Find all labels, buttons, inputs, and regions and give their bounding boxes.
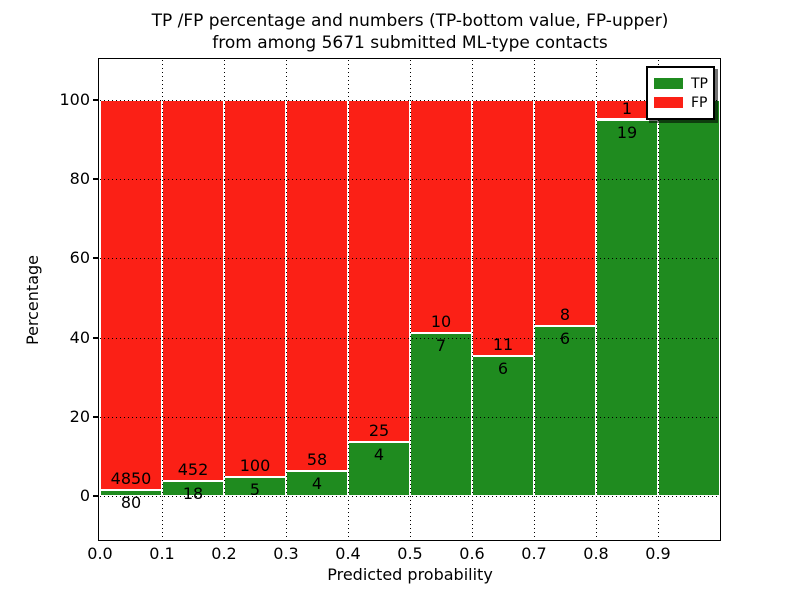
legend-label-tp: TP [691, 75, 708, 92]
fp-swatch-icon [654, 97, 683, 108]
tp-count-label: 4 [311, 473, 323, 493]
x-tick-label: 0.2 [211, 544, 237, 563]
y-tick-mark [93, 98, 99, 101]
legend: TP FP [646, 66, 715, 120]
v-gridline [472, 60, 473, 540]
x-tick-label: 0.4 [335, 544, 361, 563]
bar-segment-tp [658, 99, 720, 497]
chart-title: TP /FP percentage and numbers (TP-bottom… [100, 10, 720, 54]
y-tick-mark [93, 257, 99, 260]
v-gridline [534, 60, 535, 540]
bar-segment-fp [348, 99, 410, 442]
bar-segment-fp [162, 99, 224, 482]
legend-label-fp: FP [691, 94, 708, 111]
fp-count-label: 10 [430, 312, 452, 332]
x-tick-label: 0.7 [521, 544, 547, 563]
y-tick-mark [93, 495, 99, 498]
v-gridline [658, 60, 659, 540]
fp-count-label: 11 [492, 335, 514, 355]
bar-segment-fp [100, 99, 162, 490]
legend-row-fp: FP [654, 94, 708, 111]
x-tick-label: 0.5 [397, 544, 423, 563]
v-gridline [286, 60, 287, 540]
x-tick-label: 0.0 [87, 544, 113, 563]
tp-count-label: 18 [182, 484, 204, 504]
x-tick-label: 0.3 [273, 544, 299, 563]
x-axis-label: Predicted probability [327, 565, 493, 584]
y-tick-label: 80 [69, 169, 90, 188]
tp-count-label: 5 [249, 480, 261, 500]
v-gridline [596, 60, 597, 540]
bar-segment-fp [286, 99, 348, 471]
bar-segment-tp [472, 356, 534, 497]
x-tick-label: 0.9 [645, 544, 671, 563]
tp-count-label: 6 [497, 359, 509, 379]
fp-count-label: 25 [368, 420, 390, 440]
v-gridline [410, 60, 411, 540]
tp-count-label: 4 [373, 444, 385, 464]
fp-count-label: 452 [177, 460, 209, 480]
bar-segment-tp [596, 119, 658, 497]
x-tick-label: 0.8 [583, 544, 609, 563]
tp-count-label: 80 [120, 492, 142, 512]
tp-swatch-icon [654, 78, 683, 89]
fp-count-label: 58 [306, 449, 328, 469]
y-tick-label: 40 [69, 327, 90, 347]
fp-count-label: 100 [239, 456, 271, 476]
bar-segment-fp [534, 99, 596, 327]
fp-count-label: 4850 [110, 468, 152, 488]
bar-segment-tp [410, 333, 472, 497]
chart-title-line2: from among 5671 submitted ML-type contac… [212, 33, 608, 53]
v-gridline [348, 60, 349, 540]
y-tick-mark [93, 416, 99, 419]
x-tick-label: 0.1 [149, 544, 175, 563]
v-gridline [162, 60, 163, 540]
tp-count-label: 7 [435, 336, 447, 356]
fp-count-label: 8 [559, 305, 571, 325]
x-tick-label: 0.6 [459, 544, 485, 563]
y-tick-mark [93, 336, 99, 339]
y-tick-label: 60 [69, 248, 90, 268]
chart-title-line1: TP /FP percentage and numbers (TP-bottom… [151, 11, 669, 31]
y-tick-label: 100 [59, 89, 90, 109]
tp-count-label: 6 [559, 329, 571, 349]
v-gridline [224, 60, 225, 540]
bar-segment-fp [472, 99, 534, 357]
fp-count-label: 1 [621, 98, 633, 118]
y-tick-label: 20 [69, 407, 90, 427]
tp-count-label: 19 [616, 122, 638, 142]
bar-segment-fp [224, 99, 286, 478]
y-tick-label: 0 [79, 486, 90, 506]
legend-row-tp: TP [654, 75, 708, 92]
y-tick-mark [93, 178, 99, 180]
bar-segment-tp [534, 326, 596, 497]
bar-segment-tp [100, 489, 162, 497]
bar-segment-fp [410, 99, 472, 333]
